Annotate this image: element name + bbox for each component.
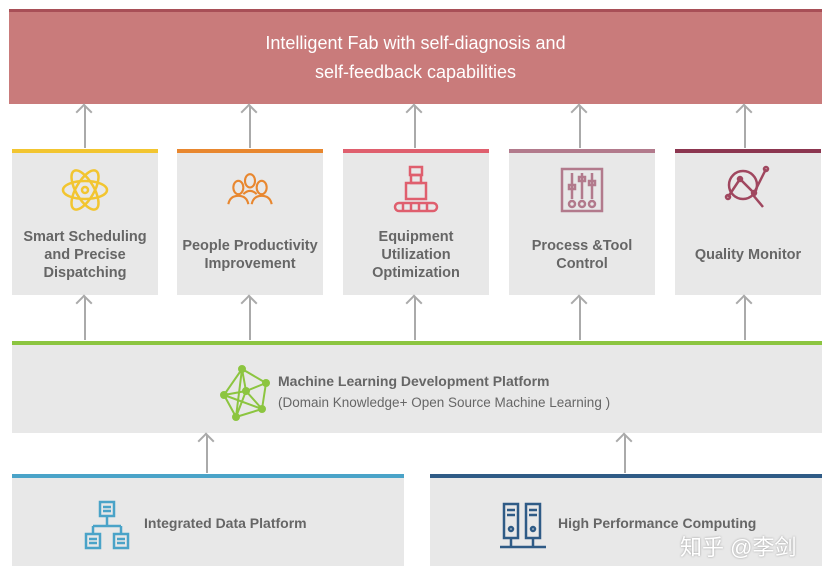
watermark: 知乎 @李剑 <box>680 535 797 560</box>
ml-title: Machine Learning Development Platform <box>278 373 550 389</box>
card-label: Smart Scheduling and Precise Dispatching <box>23 229 147 281</box>
hierarchy-icon <box>84 500 130 550</box>
card-process-tool-control: Process &Tool Control <box>509 149 655 295</box>
card-label: Equipment Utilization Optimization <box>372 229 460 281</box>
top-goal-banner: Intelligent Fab with self-diagnosis and … <box>9 9 822 104</box>
card-label: Quality Monitor <box>694 247 802 263</box>
arrow-up <box>414 106 416 148</box>
magnifier-chart-icon <box>724 165 770 208</box>
arrow-up <box>414 297 416 340</box>
arrow-up <box>249 297 251 340</box>
banner-line-1: Intelligent Fab with self-diagnosis and <box>265 33 566 53</box>
arrow-up <box>744 106 746 148</box>
ml-platform-box: Machine Learning Development Platform (D… <box>12 341 822 433</box>
arrow-up <box>744 297 746 340</box>
card-people-productivity: People Productivity Improvement <box>177 149 323 295</box>
card-label: Process &Tool Control <box>531 238 633 272</box>
arrow-up <box>579 106 581 148</box>
bottom-label: High Performance Computing <box>558 515 757 531</box>
arrow-up <box>206 435 208 473</box>
arrow-up <box>249 106 251 148</box>
card-label: People Productivity Improvement <box>182 238 318 272</box>
robot-conveyor-icon <box>393 165 439 213</box>
card-quality-monitor: Quality Monitor <box>675 149 821 295</box>
high-performance-computing-box: High Performance Computing <box>430 474 822 566</box>
bottom-label: Integrated Data Platform <box>144 515 307 531</box>
integrated-data-platform-box: Integrated Data Platform <box>12 474 404 566</box>
banner-line-2: self-feedback capabilities <box>314 62 517 82</box>
arrow-up <box>579 297 581 340</box>
network-icon <box>220 365 270 421</box>
card-smart-scheduling: Smart Scheduling and Precise Dispatching <box>12 149 158 295</box>
sliders-icon <box>560 167 604 213</box>
arrow-up <box>624 435 626 473</box>
ml-subtitle: (Domain Knowledge+ Open Source Machine L… <box>278 395 611 410</box>
atom-icon <box>61 169 109 211</box>
arrow-up <box>84 106 86 148</box>
arrow-up <box>84 297 86 340</box>
card-equipment-utilization: Equipment Utilization Optimization <box>343 149 489 295</box>
servers-icon <box>500 502 546 549</box>
people-icon <box>227 173 273 205</box>
